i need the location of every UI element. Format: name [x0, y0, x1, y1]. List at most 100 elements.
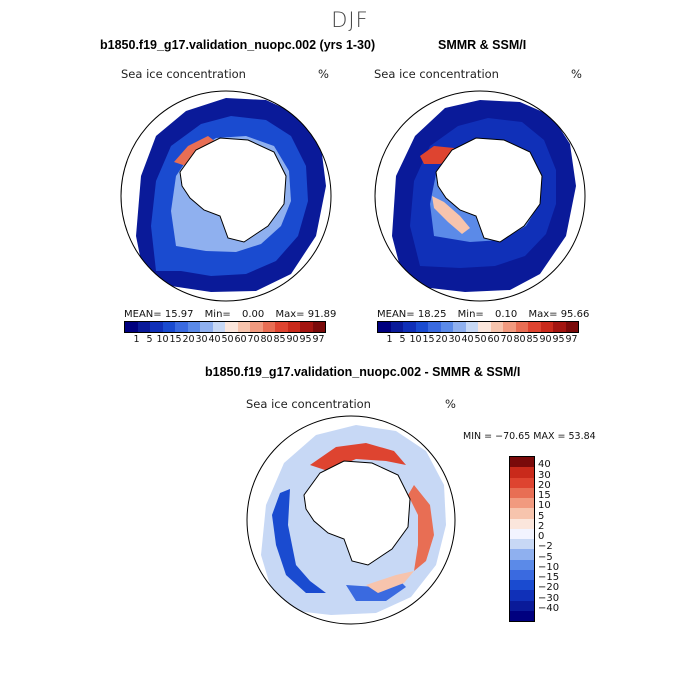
diff-positive-north	[310, 443, 406, 471]
diff-colorbar-tick-label: −30	[538, 592, 560, 604]
diff-colorbar-swatch	[510, 498, 534, 509]
colorbar-swatch	[300, 322, 313, 332]
colorbar-swatch	[312, 322, 325, 332]
diff-colorbar-swatch	[510, 457, 534, 468]
colorbar-tick-label: 97	[565, 334, 578, 345]
panel1-max-value: 91.89	[307, 309, 337, 320]
panel2-colorbar-ticks: 1 5 10 15 20 30 40 50 60 70 80 85 90 95 97	[377, 334, 578, 345]
panel2-mean-value: 18.25	[417, 309, 447, 320]
panel1-title: b1850.f19_g17.validation_nuopc.002 (yrs …	[100, 38, 376, 52]
colorbar-swatch	[125, 322, 138, 332]
colorbar-swatch	[415, 322, 428, 332]
colorbar-swatch	[490, 322, 503, 332]
diff-colorbar-swatch	[510, 518, 534, 529]
panel1-colorbar-ticks: 1 5 10 15 20 30 40 50 60 70 80 85 90 95 97	[124, 334, 325, 345]
diff-colorbar-ticks: 40 30 20 15 10 5 2 0 −2 −5 −10 −15 −20 −30 −40	[538, 456, 578, 620]
diff-colorbar-swatch	[510, 610, 534, 621]
colorbar-swatch	[453, 322, 466, 332]
colorbar-tick-label: 20	[435, 334, 448, 345]
diff-map-border	[246, 415, 456, 625]
colorbar-swatch	[262, 322, 275, 332]
panel2-max-label: Max=	[528, 309, 558, 320]
colorbar-swatch	[478, 322, 491, 332]
diff-colorbar-tick-label: 2	[538, 520, 545, 532]
panel2-colorbar	[377, 321, 579, 333]
season-title: DJF	[331, 8, 369, 32]
panel1-max-label: Max=	[275, 309, 305, 320]
colorbar-swatch	[515, 322, 528, 332]
panel2-weddell-patch	[432, 196, 470, 234]
diff-negative-west	[272, 489, 326, 593]
diff-antarctica-outline	[303, 460, 411, 566]
colorbar-tick-label: 1	[133, 334, 140, 345]
diff-colorbar-swatch	[510, 539, 534, 550]
panel2-variable-label: Sea ice concentration	[374, 67, 499, 81]
colorbar-swatch	[212, 322, 225, 332]
colorbar-tick-label: 30	[195, 334, 208, 345]
panel1-mean-value: 15.97	[164, 309, 194, 320]
diff-unit-label: %	[445, 397, 456, 411]
panel1-variable-label: Sea ice concentration	[121, 67, 246, 81]
panel1-mean-label: MEAN=	[124, 309, 162, 320]
panel2-map-border	[374, 90, 586, 302]
colorbar-tick-label: 50	[474, 334, 487, 345]
panel2-title: SMMR & SSM/I	[438, 38, 527, 52]
colorbar-swatch	[275, 322, 288, 332]
colorbar-tick-label: 40	[461, 334, 474, 345]
panel1-min-label: Min=	[204, 309, 231, 320]
colorbar-tick-label: 10	[409, 334, 422, 345]
diff-colorbar-swatch	[510, 508, 534, 519]
colorbar-swatch	[503, 322, 516, 332]
diff-colorbar-swatch	[510, 549, 534, 560]
colorbar-swatch	[175, 322, 188, 332]
colorbar-tick-label: 40	[208, 334, 221, 345]
colorbar-tick-label: 60	[487, 334, 500, 345]
diff-colorbar-tick-label: 10	[538, 500, 551, 512]
colorbar-swatch	[565, 322, 578, 332]
diff-polar-map	[246, 415, 456, 625]
colorbar-swatch	[440, 322, 453, 332]
colorbar-swatch	[287, 322, 300, 332]
colorbar-swatch	[428, 322, 441, 332]
diff-colorbar-swatch	[510, 600, 534, 611]
colorbar-tick-label: 97	[312, 334, 325, 345]
colorbar-swatch	[465, 322, 478, 332]
colorbar-tick-label: 1	[386, 334, 393, 345]
panel2-polar-map	[374, 90, 586, 302]
diff-panel-title: b1850.f19_g17.validation_nuopc.002 - SMM…	[205, 365, 521, 379]
colorbar-swatch	[250, 322, 263, 332]
colorbar-swatch	[162, 322, 175, 332]
diff-colorbar-tick-label: −15	[538, 572, 560, 583]
colorbar-swatch	[540, 322, 553, 332]
colorbar-tick-label: 15	[169, 334, 182, 345]
diff-colorbar-swatch	[510, 580, 534, 591]
panel2-max-value: 95.66	[560, 309, 590, 320]
colorbar-swatch	[150, 322, 163, 332]
diff-colorbar-swatch	[510, 487, 534, 498]
diff-colorbar-tick-label: 40	[538, 459, 551, 471]
panel1-min-value: 0.00	[241, 309, 265, 320]
colorbar-swatch	[403, 322, 416, 332]
diff-colorbar-tick-label: 20	[538, 479, 551, 491]
diff-colorbar-swatch	[510, 528, 534, 539]
panel2-min-label: Min=	[457, 309, 484, 320]
colorbar-tick-label: 80	[513, 334, 526, 345]
diff-colorbar-swatch	[510, 590, 534, 601]
colorbar-swatch	[237, 322, 250, 332]
colorbar-tick-label: 10	[156, 334, 169, 345]
diff-colorbar-tick-label: −40	[538, 602, 560, 614]
diff-colorbar-tick-label: −5	[538, 551, 553, 563]
colorbar-tick-label: 90	[539, 334, 552, 345]
diff-colorbar-tick-label: 0	[538, 531, 545, 542]
colorbar-swatch	[378, 322, 391, 332]
colorbar-swatch	[553, 322, 566, 332]
colorbar-tick-label: 60	[234, 334, 247, 345]
panel1-stats: MEAN= 15.97 Min= 0.00 Max= 91.89	[124, 309, 336, 320]
diff-colorbar	[509, 456, 535, 622]
colorbar-tick-label: 95	[299, 334, 312, 345]
diff-colorbar-swatch	[510, 559, 534, 570]
colorbar-tick-label: 80	[260, 334, 273, 345]
panel1-polar-map	[120, 90, 332, 302]
diff-colorbar-tick-label: 15	[538, 490, 551, 501]
colorbar-tick-label: 85	[273, 334, 286, 345]
